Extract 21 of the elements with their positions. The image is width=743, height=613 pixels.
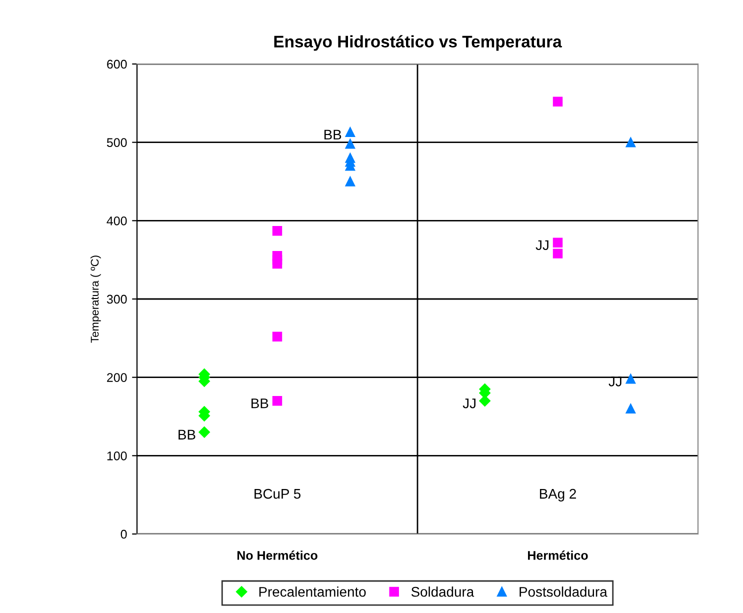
data-label: BB: [252, 398, 268, 408]
annotation: BCuP 5: [254, 488, 300, 499]
y-tick-label: 100: [107, 451, 127, 460]
data-label: JJ: [536, 240, 548, 250]
y-tick-label: 400: [106, 216, 127, 226]
x-tick-label: Hermético: [528, 550, 588, 560]
chart-title: Ensayo Hidrostático vs Temperatura: [274, 35, 562, 51]
y-tick-label: 0: [120, 530, 127, 539]
y-tick-label: 200: [107, 373, 127, 382]
y-tick-label: 300: [106, 294, 127, 304]
annotation: BAg 2: [540, 488, 576, 502]
y-tick-label: 600: [107, 60, 127, 69]
data-label: BB: [324, 130, 342, 140]
y-tick-label: 500: [106, 138, 127, 147]
legend-label: Soldadura: [411, 586, 474, 597]
x-tick-label: No Hermético: [237, 550, 318, 560]
legend-label: Precalentamiento: [259, 586, 366, 597]
legend-label: Postsoldadura: [520, 586, 608, 597]
data-label: JJ: [462, 398, 476, 408]
data-label: BB: [178, 430, 196, 440]
y-axis-title: Temperatura ( ºC): [90, 256, 101, 343]
